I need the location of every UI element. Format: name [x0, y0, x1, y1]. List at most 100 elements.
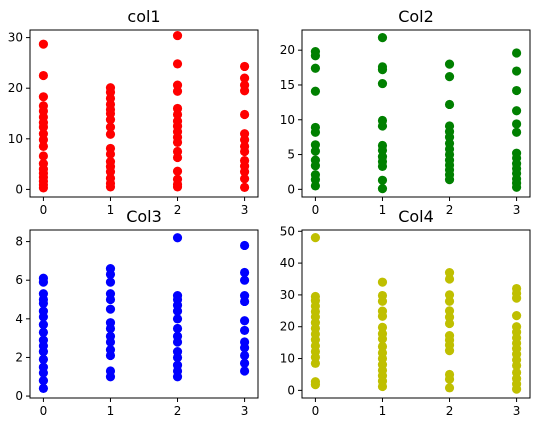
data-point	[511, 48, 522, 58]
data-point	[511, 384, 522, 394]
subplot-title: col1	[127, 7, 160, 26]
data-point	[38, 383, 49, 393]
y-tick-label: 50	[280, 224, 295, 238]
data-point	[511, 127, 522, 137]
data-point	[38, 368, 49, 378]
data-point	[377, 311, 388, 321]
x-tick-label: 1	[379, 203, 387, 217]
subplot-2: Col2 0 1 2 3 0 5 10 15 20	[280, 7, 531, 217]
data-point	[444, 296, 455, 306]
data-point	[377, 175, 388, 185]
subplot-title: Col4	[398, 207, 434, 226]
data-point	[511, 310, 522, 321]
data-point	[377, 121, 388, 131]
data-point	[105, 269, 116, 280]
data-point	[38, 70, 49, 81]
data-point	[239, 240, 250, 251]
data-point	[444, 318, 455, 329]
data-point	[239, 61, 250, 72]
y-tick-label: 5	[287, 148, 295, 162]
data-point	[239, 358, 250, 368]
y-tick-label: 2	[15, 350, 23, 364]
data-point	[444, 312, 455, 322]
data-point	[444, 72, 455, 82]
data-point	[310, 181, 321, 191]
y-tick-label: 10	[280, 113, 295, 127]
data-point	[377, 161, 388, 171]
data-point	[310, 358, 321, 368]
subplot-3: Col3 0 1 2 3 0 2 4 6 8	[15, 207, 259, 418]
data-point	[444, 290, 455, 300]
data-point	[239, 146, 250, 157]
data-point	[444, 345, 455, 356]
y-tick-label: 6	[15, 273, 23, 287]
y-tick-label: 30	[8, 31, 23, 45]
data-point	[310, 146, 321, 156]
data-point	[105, 114, 116, 125]
data-point	[38, 327, 49, 337]
data-point	[310, 86, 321, 96]
data-points	[310, 33, 522, 194]
x-tick-label: 3	[513, 203, 521, 217]
data-point	[444, 175, 455, 185]
data-point	[38, 312, 49, 322]
data-point	[239, 366, 250, 376]
data-point	[172, 59, 183, 69]
data-point	[172, 372, 183, 382]
data-point	[38, 347, 49, 357]
data-point	[310, 161, 321, 171]
data-point	[172, 323, 183, 334]
x-tick-label: 2	[446, 404, 454, 418]
data-point	[172, 314, 183, 324]
data-point	[105, 149, 116, 159]
data-point	[239, 135, 250, 145]
axes-frame	[301, 229, 531, 399]
data-point	[172, 233, 183, 243]
x-tick-label: 1	[107, 404, 115, 418]
x-tick-label: 2	[174, 203, 182, 217]
data-point	[239, 350, 250, 361]
data-point	[310, 63, 321, 73]
data-point	[239, 316, 250, 326]
data-points	[38, 233, 250, 393]
y-tick-label: 20	[280, 43, 295, 57]
data-point	[105, 129, 116, 139]
data-point	[105, 182, 116, 192]
y-tick-label: 0	[287, 383, 295, 397]
data-point	[172, 166, 183, 176]
data-point	[511, 119, 522, 129]
y-tick-label: 20	[280, 320, 295, 334]
x-tick-label: 0	[312, 404, 320, 418]
data-point	[105, 372, 116, 382]
data-point	[377, 78, 388, 89]
data-point	[511, 293, 522, 303]
x-tick-label: 1	[107, 203, 115, 217]
data-point	[105, 277, 116, 287]
data-point	[444, 99, 455, 110]
x-tick-label: 0	[40, 203, 48, 217]
data-point	[38, 39, 49, 49]
data-point	[38, 376, 49, 386]
data-point	[310, 51, 321, 61]
data-point	[377, 184, 388, 194]
data-point	[511, 66, 522, 76]
axes-frame	[301, 29, 531, 198]
data-point	[444, 59, 455, 69]
data-point	[511, 360, 522, 371]
y-tick-label: 0	[15, 182, 23, 196]
axes-frame	[29, 29, 259, 198]
x-tick-label: 3	[241, 203, 249, 217]
data-point	[105, 337, 116, 347]
data-point	[444, 374, 455, 384]
data-point	[105, 167, 116, 177]
data-point	[38, 92, 49, 102]
data-point	[239, 267, 250, 278]
data-point	[239, 325, 250, 336]
data-point	[105, 304, 116, 314]
data-point	[511, 85, 522, 96]
data-point	[511, 106, 522, 116]
data-point	[172, 182, 183, 192]
